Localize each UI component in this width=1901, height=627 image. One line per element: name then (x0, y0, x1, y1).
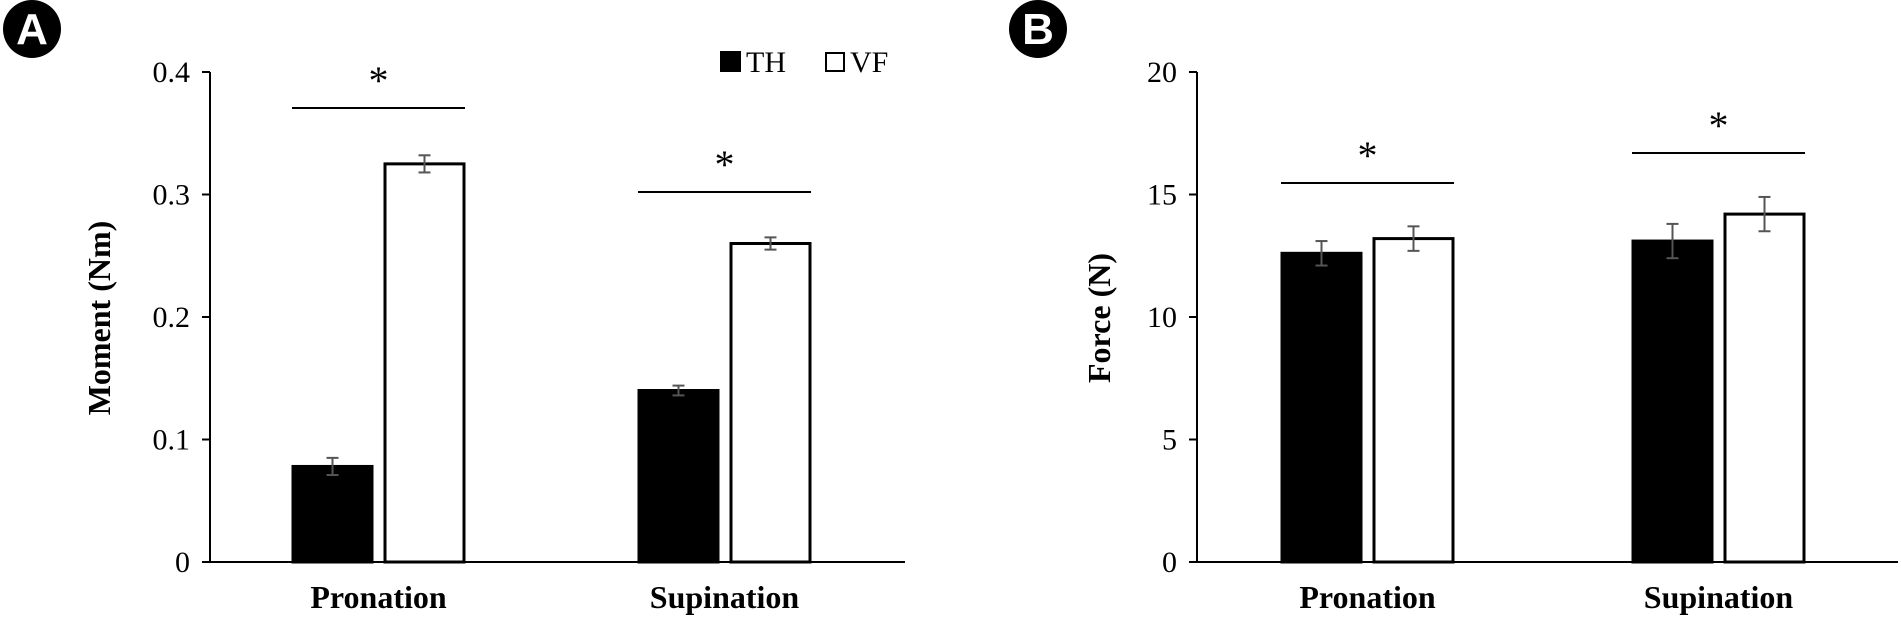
panel-b-bar-vf-supination (1723, 212, 1806, 564)
legend-vf-label: VF (850, 46, 888, 79)
panel-a-bar-th-supination (637, 389, 720, 564)
panel-a-category-label: Pronation (310, 579, 447, 615)
legend-vf-swatch (825, 52, 845, 72)
panel-b-y-tick-label: 20 (1147, 56, 1177, 89)
panel-a-bar-vf-supination (729, 242, 812, 564)
panel-a-badge-label: A (16, 5, 48, 54)
panel-b-y-tick-label: 5 (1162, 424, 1177, 457)
panel-a-significance-star: * (715, 142, 735, 187)
panel-b-plot-area: 0 5 10 15 20 Pronation * Supination * (1147, 56, 1898, 615)
panel-b-bar-vf-pronation (1372, 237, 1455, 564)
panel-b-y-axis-label: Force (N) (1081, 253, 1117, 383)
panel-a-significance-star: * (369, 58, 389, 103)
panel-b-y-tick-label: 0 (1162, 546, 1177, 579)
panel-b-bar-th-supination (1631, 239, 1714, 564)
panel-b-significance-star: * (1358, 133, 1378, 178)
panel-a-moment-chart: A Moment (Nm) 0 0.1 0.2 0.3 0.4 Pronation * Sup… (3, 0, 905, 615)
panel-a-y-axis-label: Moment (Nm) (81, 221, 117, 416)
panel-b-category-label: Supination (1644, 579, 1794, 615)
panel-a-y-tick-label: 0.3 (153, 179, 191, 212)
panel-b-bar-th-pronation (1280, 251, 1363, 564)
panel-a-y-tick-label: 0 (175, 546, 190, 579)
panel-b-badge-label: B (1022, 5, 1054, 54)
panel-b-category-label: Pronation (1299, 579, 1436, 615)
legend-th-label: TH (746, 46, 786, 79)
panel-a-y-tick-label: 0.4 (153, 56, 191, 89)
panel-a-plot-area: 0 0.1 0.2 0.3 0.4 Pronation * Supination * (153, 56, 905, 615)
panel-a-category-label: Supination (650, 579, 800, 615)
panel-a-legend: TH VF (720, 46, 888, 79)
panel-a-y-tick-label: 0.1 (153, 424, 191, 457)
panel-b-significance-star: * (1709, 103, 1729, 148)
panel-a-badge (3, 0, 61, 58)
panel-b-y-tick-label: 10 (1147, 301, 1177, 334)
legend-th-swatch (720, 51, 741, 72)
panel-a-bar-th-pronation (291, 464, 374, 564)
panel-a-y-tick-label: 0.2 (153, 301, 191, 334)
panel-b-force-chart: B Force (N) 0 5 10 15 20 Pronation * Supination… (1009, 0, 1898, 615)
panel-b-badge (1009, 0, 1067, 58)
panel-b-y-tick-label: 15 (1147, 179, 1177, 212)
panel-a-bar-vf-pronation (383, 162, 466, 564)
